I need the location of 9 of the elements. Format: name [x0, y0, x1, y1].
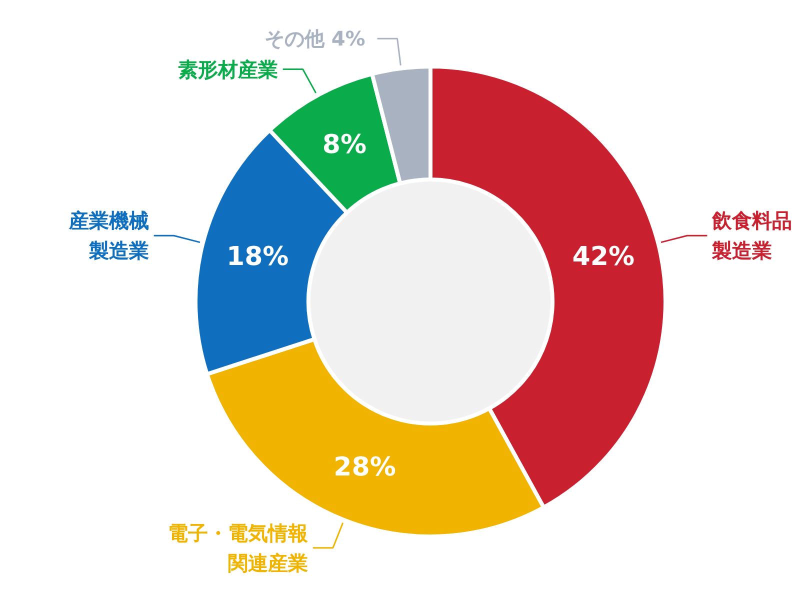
slice-label: 飲食料品製造業 [711, 208, 792, 263]
slice-label: 素形材産業 [178, 57, 278, 82]
data-label: 8% [322, 130, 367, 160]
slice-label: 産業機械製造業 [68, 208, 149, 263]
data-label: 42% [572, 242, 635, 272]
data-label: 28% [334, 452, 396, 482]
data-label: 18% [226, 242, 289, 272]
slice-label: 電子・電気情報関連産業 [168, 520, 309, 575]
slice-label: その他 4% [264, 26, 366, 51]
